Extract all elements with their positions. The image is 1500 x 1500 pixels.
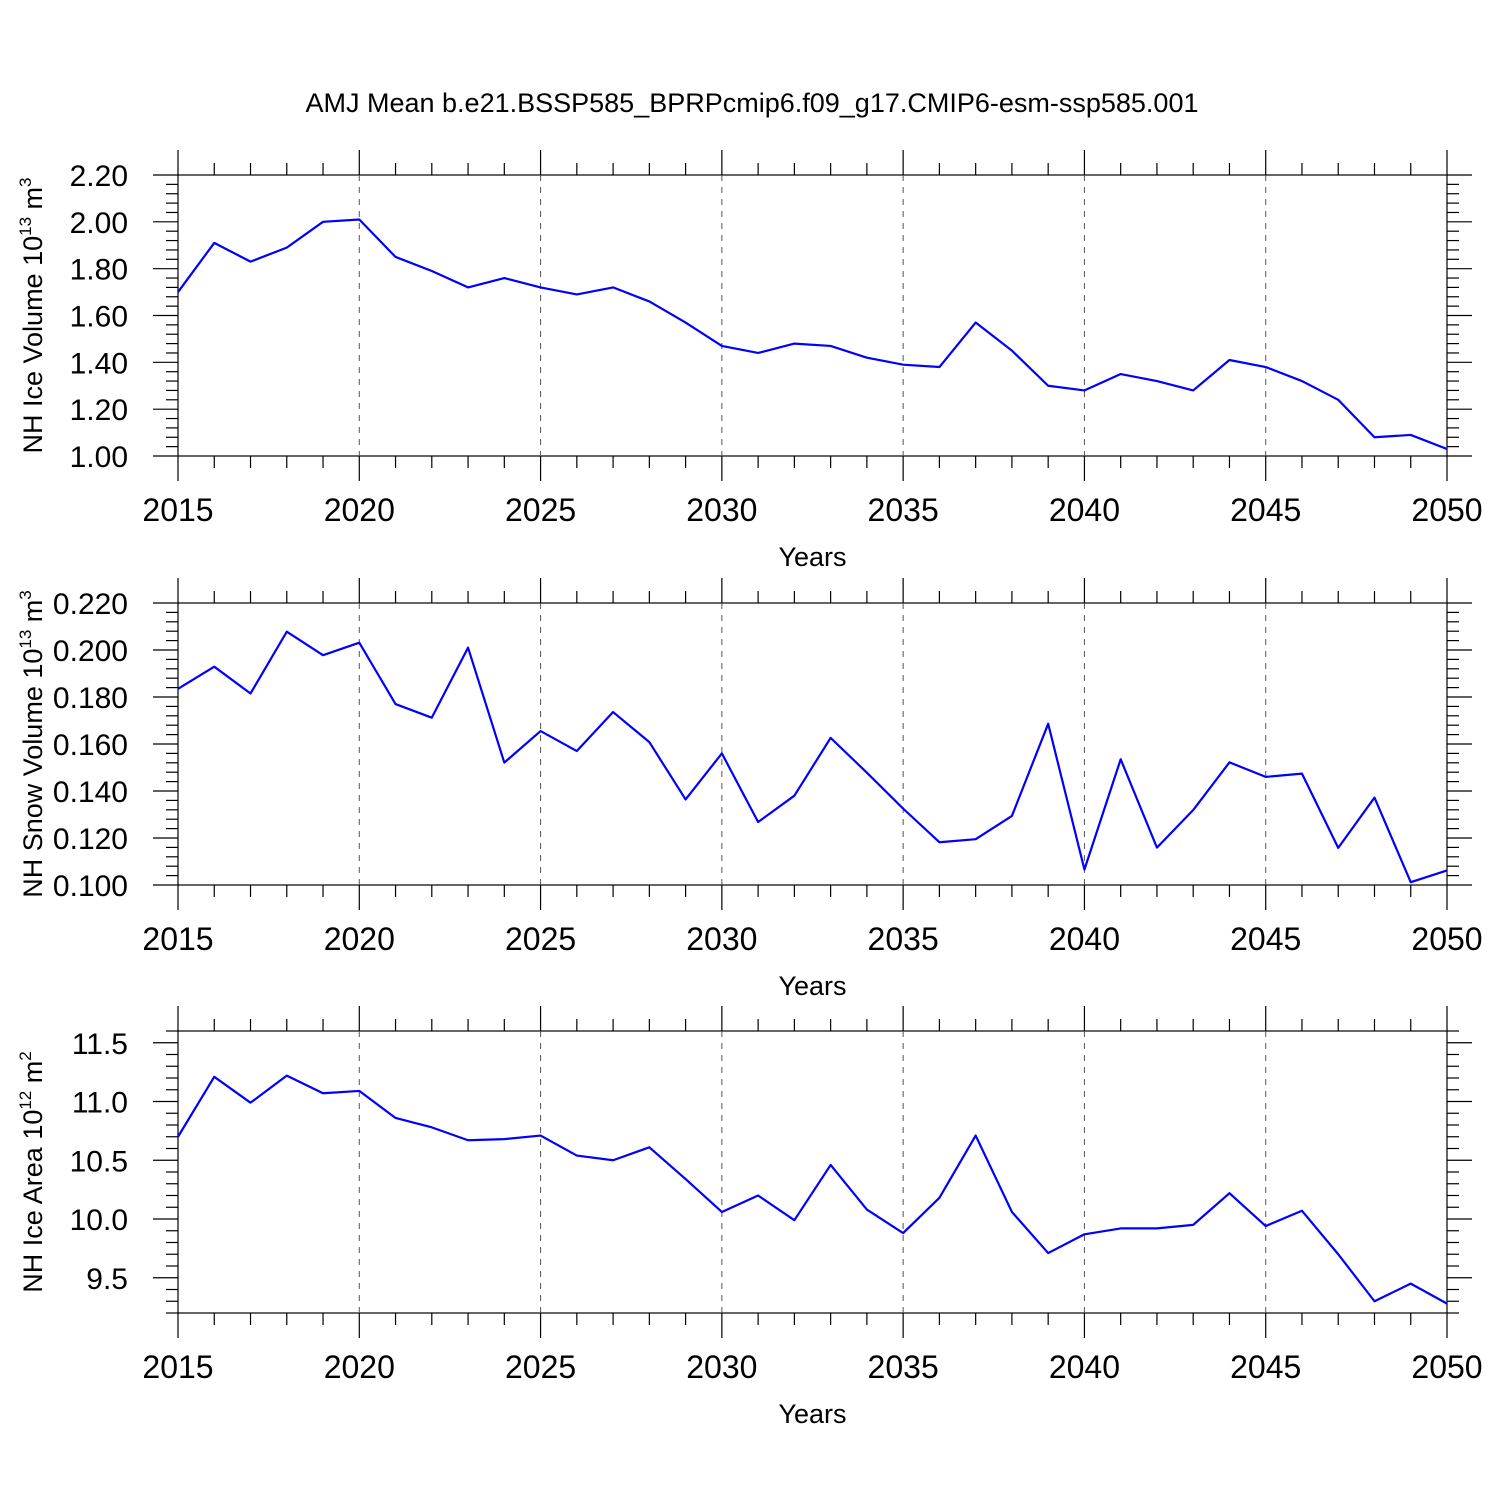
x-axis-label: Years (778, 542, 846, 572)
y-tick-label: 2.20 (70, 160, 128, 193)
x-tick-label: 2020 (324, 921, 395, 957)
y-axis-label: NH Ice Area 1012 m2 (16, 1051, 48, 1292)
y-tick-label: 1.20 (70, 394, 128, 427)
x-tick-label: 2050 (1411, 1349, 1482, 1385)
y-axis-label-main: NH Ice Area 10 (18, 1110, 48, 1293)
y-tick-label: 10.5 (70, 1145, 128, 1178)
y-tick-label: 0.100 (53, 870, 128, 903)
y-tick-label: 0.160 (53, 729, 128, 762)
y-axis-label: NH Ice Volume 1013 m3 (16, 178, 48, 454)
y-tick-label: 10.0 (70, 1204, 128, 1237)
y-tick-label: 1.00 (70, 441, 128, 474)
y-axis-label-unit: m (18, 600, 48, 630)
y-tick-label: 0.200 (53, 635, 128, 668)
y-axis-label-unit-exponent: 3 (16, 590, 35, 599)
y-tick-label: 2.00 (70, 207, 128, 240)
panel-snow-volume: 2015 2020 2025 2030 2035 2040 2045 2050 Years 0.1… (16, 578, 1483, 1001)
y-axis-label-exponent: 13 (16, 630, 35, 649)
y-tick-label: 0.140 (53, 776, 128, 809)
x-tick-label: 2040 (1049, 492, 1120, 528)
x-axis-label: Years (778, 971, 846, 1001)
x-tick-label: 2030 (686, 921, 757, 957)
x-tick-label: 2040 (1049, 1349, 1120, 1385)
y-axis-label-main: NH Ice Volume 10 (18, 236, 48, 454)
series-line (177, 218, 1448, 451)
x-tick-label: 2015 (142, 921, 213, 957)
y-axis-label-unit: m (18, 187, 48, 217)
y-axis-label-unit: m (18, 1061, 48, 1091)
x-tick-label: 2015 (142, 1349, 213, 1385)
y-tick-label: 11.5 (72, 1028, 128, 1061)
series-line (177, 630, 1448, 884)
x-tick-label: 2020 (324, 1349, 395, 1385)
x-tick-label: 2035 (868, 1349, 939, 1385)
y-axis-label-unit-exponent: 3 (16, 178, 35, 187)
y-tick-label: 0.180 (53, 682, 128, 715)
y-tick-label: 9.5 (86, 1263, 128, 1296)
x-axis-label: Years (778, 1399, 846, 1429)
y-tick-label: 1.80 (70, 254, 128, 287)
x-tick-label: 2020 (324, 492, 395, 528)
x-tick-label: 2040 (1049, 921, 1120, 957)
figure-title: AMJ Mean b.e21.BSSP585_BPRPcmip6.f09_g17… (306, 88, 1199, 118)
y-axis-label-main: NH Snow Volume 10 (18, 649, 48, 898)
y-tick-label: 11.0 (72, 1087, 128, 1120)
x-tick-label: 2050 (1411, 492, 1482, 528)
x-tick-label: 2045 (1230, 1349, 1301, 1385)
y-axis-label-exponent: 13 (16, 217, 35, 236)
x-tick-label: 2015 (142, 492, 213, 528)
y-tick-label: 1.40 (70, 347, 128, 380)
series-line (177, 1074, 1448, 1305)
x-tick-label: 2025 (505, 492, 576, 528)
x-tick-label: 2035 (868, 921, 939, 957)
y-axis-label-unit-exponent: 2 (16, 1051, 35, 1060)
x-tick-label: 2050 (1411, 921, 1482, 957)
y-tick-label: 0.120 (53, 823, 128, 856)
x-tick-label: 2030 (686, 492, 757, 528)
y-axis-label-exponent: 12 (16, 1091, 35, 1110)
y-tick-label: 1.60 (70, 301, 128, 334)
y-axis-label: NH Snow Volume 1013 m3 (16, 590, 48, 898)
x-tick-label: 2030 (686, 1349, 757, 1385)
x-tick-label: 2035 (868, 492, 939, 528)
x-tick-label: 2025 (505, 1349, 576, 1385)
panel-ice-volume: 2015 2020 2025 2030 2035 2040 2045 2050 Years 1.0… (16, 150, 1483, 572)
y-tick-label: 0.220 (53, 588, 128, 621)
x-tick-label: 2045 (1230, 492, 1301, 528)
panel-ice-area: 2015 2020 2025 2030 2035 2040 2045 2050 Years 9.5… (16, 1006, 1483, 1429)
x-tick-label: 2025 (505, 921, 576, 957)
x-tick-label: 2045 (1230, 921, 1301, 957)
